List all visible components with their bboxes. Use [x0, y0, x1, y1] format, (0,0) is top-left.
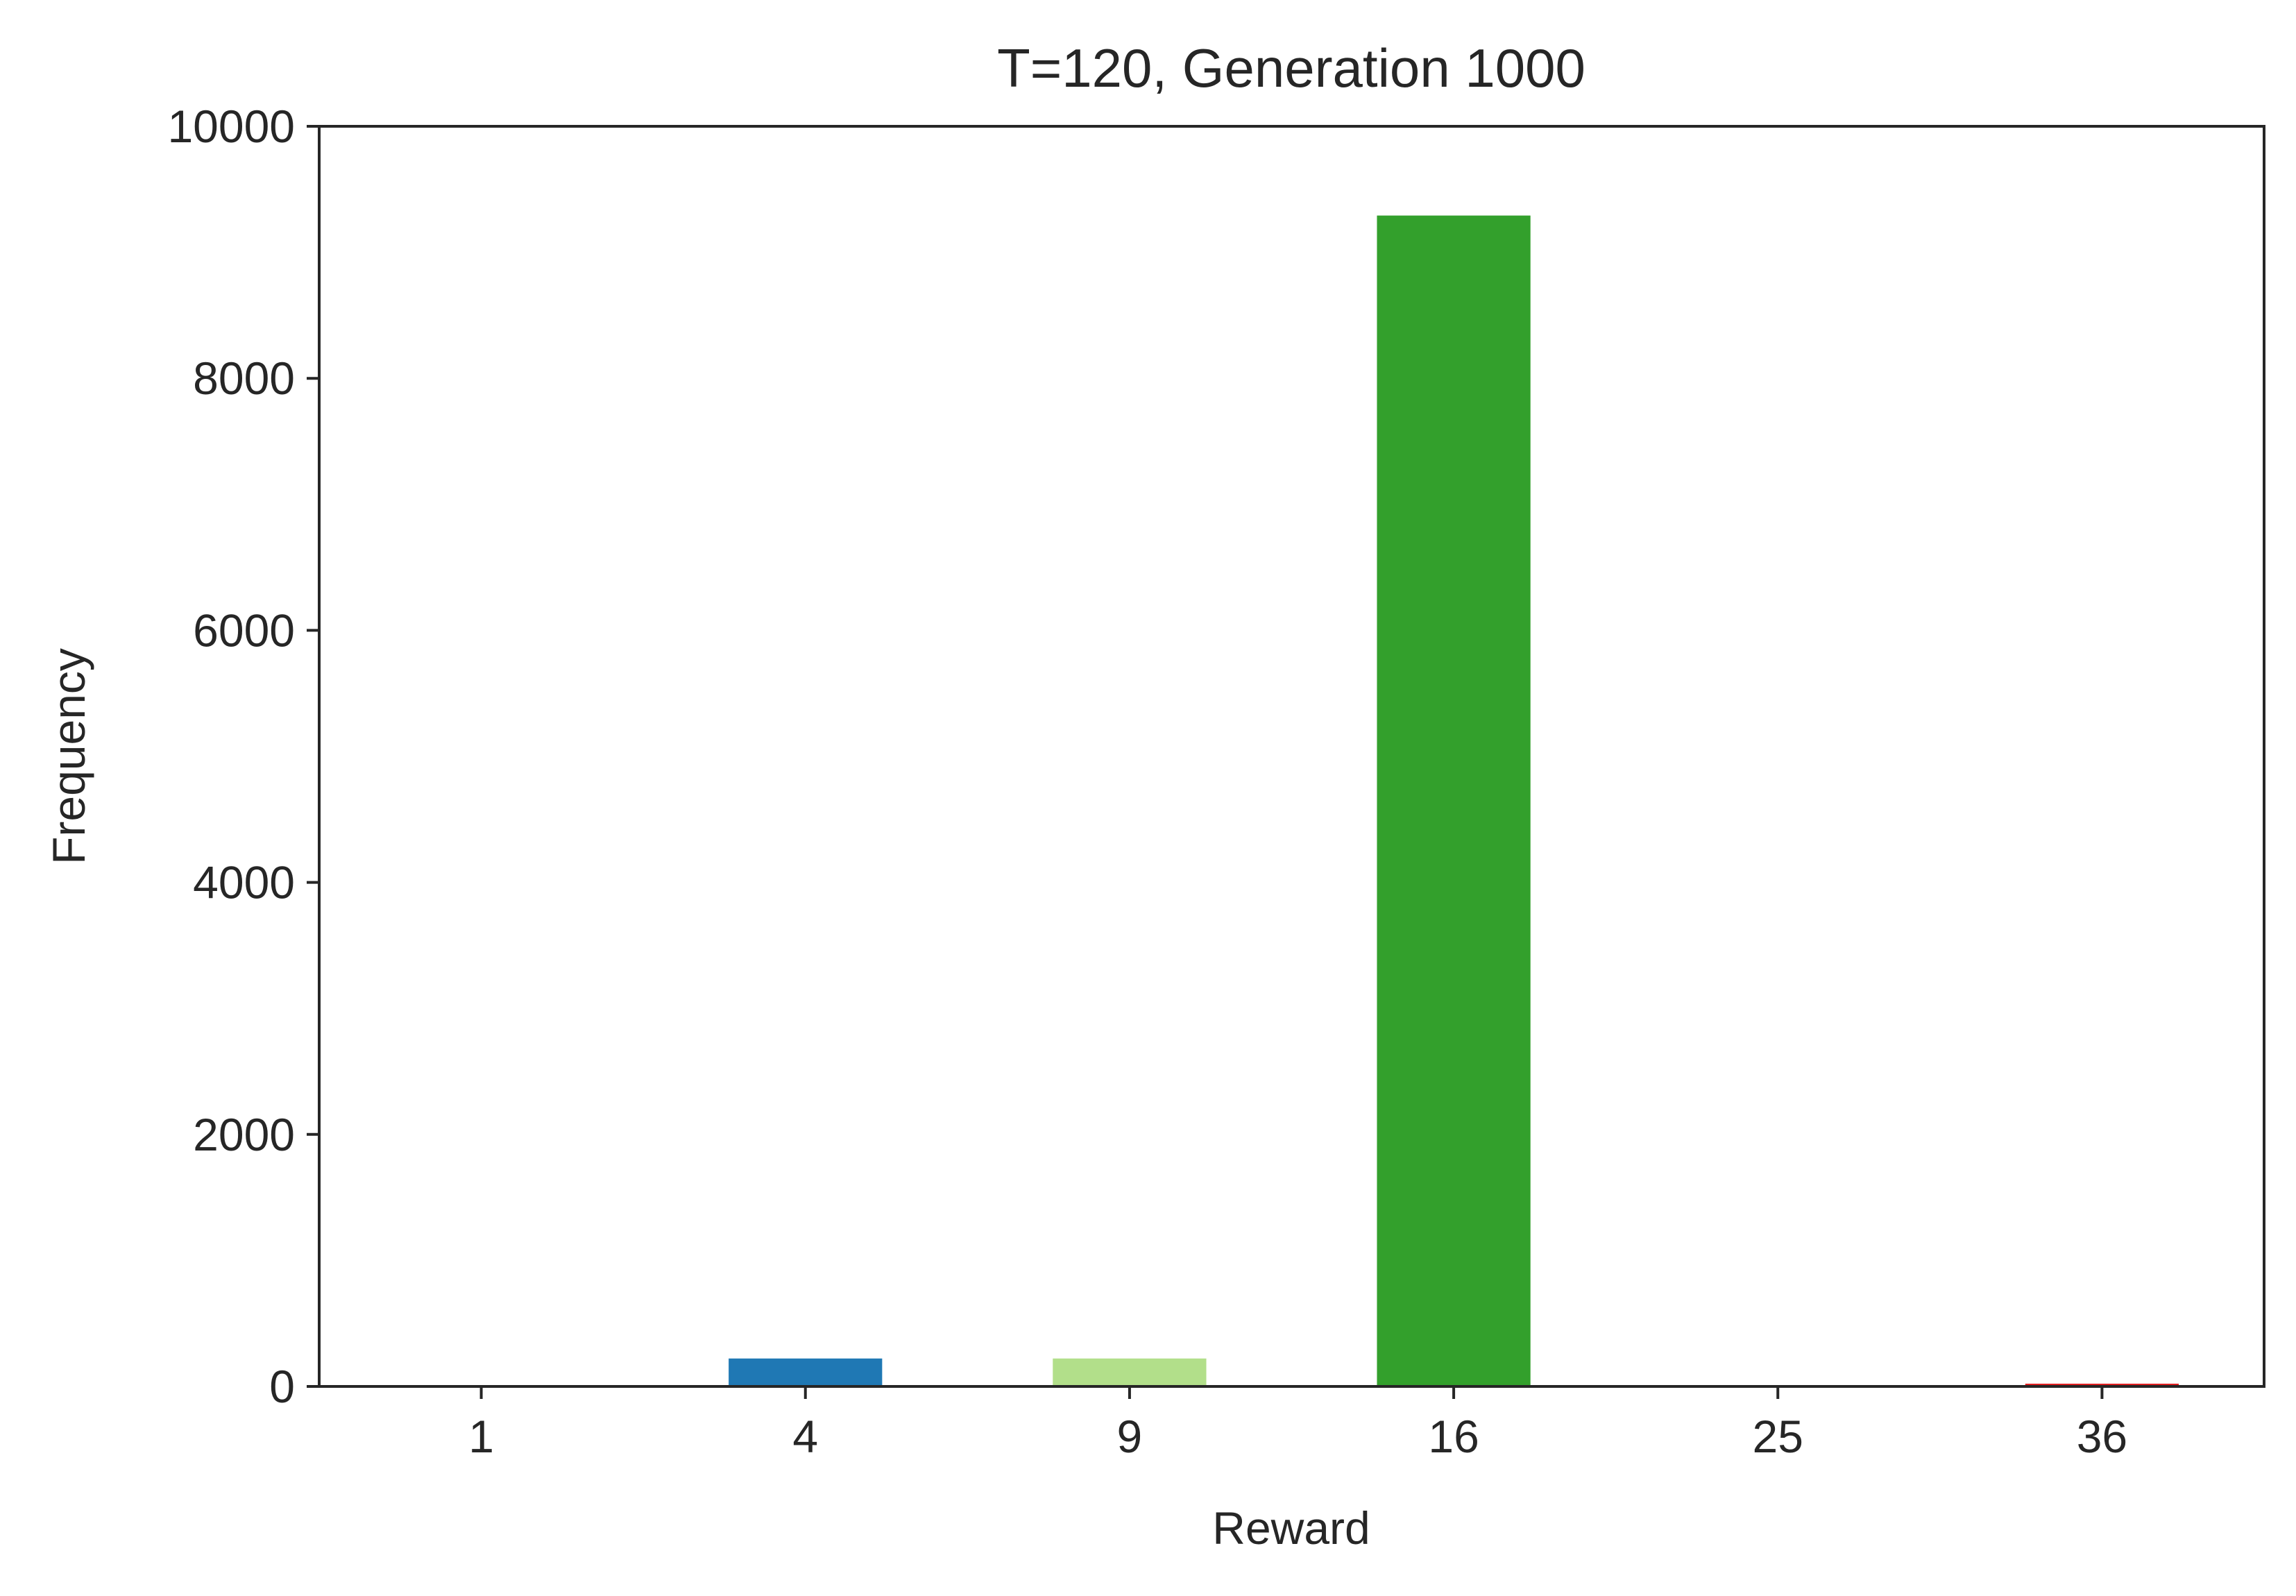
y-tick-label-8000: 8000	[193, 353, 295, 404]
x-axis-label: Reward	[1212, 1502, 1370, 1554]
x-tick-label-16: 16	[1428, 1411, 1479, 1462]
y-tick-label-6000: 6000	[193, 604, 295, 656]
x-tick-label-36: 36	[2077, 1411, 2127, 1462]
bar-9	[1051, 1356, 1209, 1388]
y-tick-label-0: 0	[269, 1361, 295, 1412]
x-tick-label-25: 25	[1753, 1411, 1803, 1462]
x-axis: 1 4 9 16 25 36	[468, 1386, 2127, 1462]
y-axis-label: Frequency	[43, 648, 94, 865]
y-tick-label-2000: 2000	[193, 1109, 295, 1160]
plot-frame	[318, 125, 2265, 1388]
bars-layer	[726, 213, 2182, 1388]
y-axis: 0 2000 4000 6000 8000 10000	[167, 101, 319, 1412]
x-tick-label-1: 1	[468, 1411, 494, 1462]
bar-4	[726, 1356, 885, 1388]
chart-title: T=120, Generation 1000	[997, 37, 1585, 99]
x-tick-label-4: 4	[792, 1411, 818, 1462]
y-tick-label-4000: 4000	[193, 857, 295, 908]
y-tick-label-10000: 10000	[167, 101, 295, 152]
x-tick-label-9: 9	[1117, 1411, 1143, 1462]
bar-16	[1375, 213, 1533, 1388]
